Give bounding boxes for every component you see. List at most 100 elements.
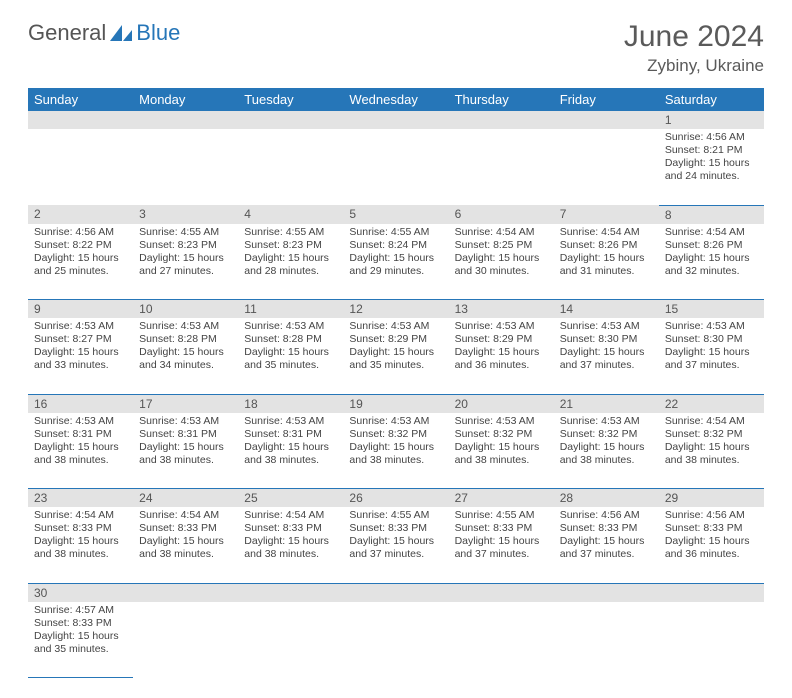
logo-text-blue: Blue bbox=[136, 20, 180, 46]
day-cell: Sunrise: 4:56 AMSunset: 8:21 PMDaylight:… bbox=[659, 129, 764, 205]
day-cell-content: Sunrise: 4:53 AMSunset: 8:31 PMDaylight:… bbox=[133, 413, 238, 472]
day-cell: Sunrise: 4:53 AMSunset: 8:32 PMDaylight:… bbox=[449, 413, 554, 489]
day-number-cell: 14 bbox=[554, 300, 659, 319]
day-number-cell: 19 bbox=[343, 394, 448, 413]
day-number-cell bbox=[133, 583, 238, 602]
day-cell-content: Sunrise: 4:55 AMSunset: 8:33 PMDaylight:… bbox=[449, 507, 554, 566]
day-cell: Sunrise: 4:53 AMSunset: 8:28 PMDaylight:… bbox=[133, 318, 238, 394]
day-number-cell bbox=[554, 583, 659, 602]
day-cell bbox=[28, 129, 133, 205]
day-cell-content: Sunrise: 4:55 AMSunset: 8:23 PMDaylight:… bbox=[133, 224, 238, 283]
day-header: Monday bbox=[133, 88, 238, 111]
day-cell-content: Sunrise: 4:55 AMSunset: 8:23 PMDaylight:… bbox=[238, 224, 343, 283]
day-cell bbox=[449, 129, 554, 205]
day-number-cell: 12 bbox=[343, 300, 448, 319]
day-cell: Sunrise: 4:54 AMSunset: 8:33 PMDaylight:… bbox=[133, 507, 238, 583]
day-number-cell: 15 bbox=[659, 300, 764, 319]
day-number-cell: 10 bbox=[133, 300, 238, 319]
day-cell: Sunrise: 4:53 AMSunset: 8:32 PMDaylight:… bbox=[554, 413, 659, 489]
day-cell: Sunrise: 4:54 AMSunset: 8:33 PMDaylight:… bbox=[28, 507, 133, 583]
day-number-cell bbox=[659, 583, 764, 602]
day-number-row: 16171819202122 bbox=[28, 394, 764, 413]
day-number-row: 23242526272829 bbox=[28, 489, 764, 508]
logo-text-general: General bbox=[28, 20, 106, 46]
day-number-cell: 24 bbox=[133, 489, 238, 508]
day-cell-content: Sunrise: 4:53 AMSunset: 8:30 PMDaylight:… bbox=[659, 318, 764, 377]
day-content-row: Sunrise: 4:53 AMSunset: 8:31 PMDaylight:… bbox=[28, 413, 764, 489]
day-number-cell: 3 bbox=[133, 205, 238, 224]
day-cell-content: Sunrise: 4:53 AMSunset: 8:29 PMDaylight:… bbox=[343, 318, 448, 377]
day-number-cell: 28 bbox=[554, 489, 659, 508]
day-cell: Sunrise: 4:56 AMSunset: 8:22 PMDaylight:… bbox=[28, 224, 133, 300]
day-number-cell: 17 bbox=[133, 394, 238, 413]
day-number-cell: 8 bbox=[659, 205, 764, 224]
day-content-row: Sunrise: 4:53 AMSunset: 8:27 PMDaylight:… bbox=[28, 318, 764, 394]
day-cell-content: Sunrise: 4:54 AMSunset: 8:26 PMDaylight:… bbox=[554, 224, 659, 283]
day-cell: Sunrise: 4:54 AMSunset: 8:26 PMDaylight:… bbox=[554, 224, 659, 300]
day-cell: Sunrise: 4:54 AMSunset: 8:26 PMDaylight:… bbox=[659, 224, 764, 300]
day-cell: Sunrise: 4:53 AMSunset: 8:32 PMDaylight:… bbox=[343, 413, 448, 489]
day-cell-content: Sunrise: 4:53 AMSunset: 8:32 PMDaylight:… bbox=[554, 413, 659, 472]
day-number-cell bbox=[449, 111, 554, 129]
day-cell bbox=[238, 129, 343, 205]
day-number-cell: 9 bbox=[28, 300, 133, 319]
day-number-row: 9101112131415 bbox=[28, 300, 764, 319]
day-number-cell: 25 bbox=[238, 489, 343, 508]
day-content-row: Sunrise: 4:56 AMSunset: 8:21 PMDaylight:… bbox=[28, 129, 764, 205]
day-number-cell: 29 bbox=[659, 489, 764, 508]
day-content-row: Sunrise: 4:56 AMSunset: 8:22 PMDaylight:… bbox=[28, 224, 764, 300]
day-cell bbox=[238, 602, 343, 678]
day-cell-content: Sunrise: 4:53 AMSunset: 8:28 PMDaylight:… bbox=[133, 318, 238, 377]
day-cell-content: Sunrise: 4:56 AMSunset: 8:22 PMDaylight:… bbox=[28, 224, 133, 283]
day-cell bbox=[449, 602, 554, 678]
day-cell bbox=[133, 602, 238, 678]
day-cell: Sunrise: 4:53 AMSunset: 8:27 PMDaylight:… bbox=[28, 318, 133, 394]
day-header: Saturday bbox=[659, 88, 764, 111]
day-cell: Sunrise: 4:54 AMSunset: 8:32 PMDaylight:… bbox=[659, 413, 764, 489]
day-cell bbox=[554, 129, 659, 205]
day-number-cell: 26 bbox=[343, 489, 448, 508]
day-number-cell bbox=[133, 111, 238, 129]
day-number-cell: 11 bbox=[238, 300, 343, 319]
day-content-row: Sunrise: 4:57 AMSunset: 8:33 PMDaylight:… bbox=[28, 602, 764, 678]
day-header: Wednesday bbox=[343, 88, 448, 111]
day-header-row: SundayMondayTuesdayWednesdayThursdayFrid… bbox=[28, 88, 764, 111]
day-cell: Sunrise: 4:55 AMSunset: 8:33 PMDaylight:… bbox=[343, 507, 448, 583]
day-cell: Sunrise: 4:55 AMSunset: 8:23 PMDaylight:… bbox=[133, 224, 238, 300]
day-cell-content: Sunrise: 4:55 AMSunset: 8:33 PMDaylight:… bbox=[343, 507, 448, 566]
day-content-row: Sunrise: 4:54 AMSunset: 8:33 PMDaylight:… bbox=[28, 507, 764, 583]
day-number-cell: 20 bbox=[449, 394, 554, 413]
day-cell-content: Sunrise: 4:56 AMSunset: 8:21 PMDaylight:… bbox=[659, 129, 764, 188]
day-cell: Sunrise: 4:57 AMSunset: 8:33 PMDaylight:… bbox=[28, 602, 133, 678]
day-cell: Sunrise: 4:53 AMSunset: 8:30 PMDaylight:… bbox=[659, 318, 764, 394]
day-cell-content: Sunrise: 4:56 AMSunset: 8:33 PMDaylight:… bbox=[659, 507, 764, 566]
day-header: Thursday bbox=[449, 88, 554, 111]
day-cell: Sunrise: 4:56 AMSunset: 8:33 PMDaylight:… bbox=[659, 507, 764, 583]
day-cell: Sunrise: 4:53 AMSunset: 8:29 PMDaylight:… bbox=[449, 318, 554, 394]
day-cell-content: Sunrise: 4:53 AMSunset: 8:30 PMDaylight:… bbox=[554, 318, 659, 377]
day-number-cell: 7 bbox=[554, 205, 659, 224]
day-number-cell: 2 bbox=[28, 205, 133, 224]
day-number-cell bbox=[343, 111, 448, 129]
day-cell: Sunrise: 4:56 AMSunset: 8:33 PMDaylight:… bbox=[554, 507, 659, 583]
day-cell: Sunrise: 4:53 AMSunset: 8:30 PMDaylight:… bbox=[554, 318, 659, 394]
day-number-cell: 30 bbox=[28, 583, 133, 602]
logo: General Blue bbox=[28, 20, 180, 46]
day-number-cell bbox=[238, 111, 343, 129]
day-cell: Sunrise: 4:53 AMSunset: 8:28 PMDaylight:… bbox=[238, 318, 343, 394]
day-cell: Sunrise: 4:54 AMSunset: 8:33 PMDaylight:… bbox=[238, 507, 343, 583]
day-cell bbox=[343, 129, 448, 205]
logo-sail-icon bbox=[108, 23, 134, 43]
day-number-cell bbox=[343, 583, 448, 602]
day-number-cell: 22 bbox=[659, 394, 764, 413]
day-number-row: 2345678 bbox=[28, 205, 764, 224]
day-number-cell: 23 bbox=[28, 489, 133, 508]
day-cell-content: Sunrise: 4:54 AMSunset: 8:25 PMDaylight:… bbox=[449, 224, 554, 283]
day-cell-content: Sunrise: 4:55 AMSunset: 8:24 PMDaylight:… bbox=[343, 224, 448, 283]
day-number-cell: 1 bbox=[659, 111, 764, 129]
day-cell-content: Sunrise: 4:53 AMSunset: 8:27 PMDaylight:… bbox=[28, 318, 133, 377]
day-cell-content: Sunrise: 4:54 AMSunset: 8:33 PMDaylight:… bbox=[133, 507, 238, 566]
day-cell-content: Sunrise: 4:53 AMSunset: 8:32 PMDaylight:… bbox=[449, 413, 554, 472]
day-number-cell bbox=[238, 583, 343, 602]
day-number-cell: 16 bbox=[28, 394, 133, 413]
